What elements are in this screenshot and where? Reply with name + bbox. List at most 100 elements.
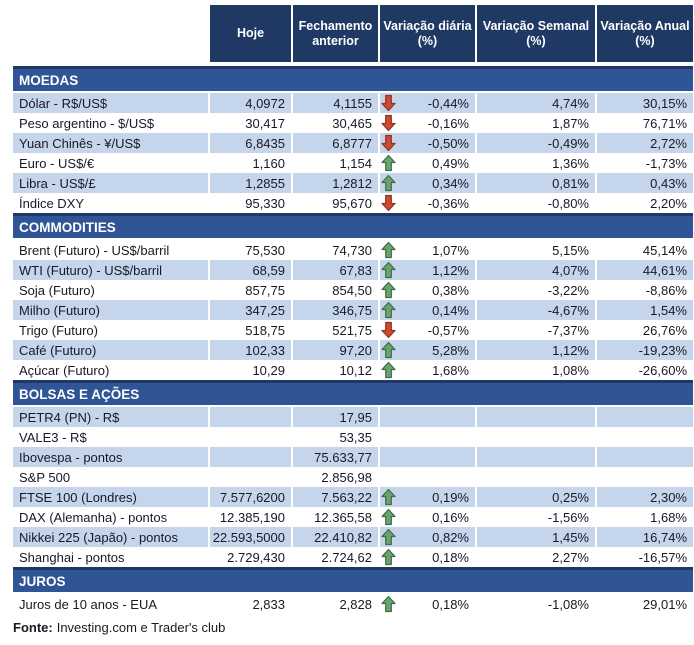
hoje-cell: 1,2855 — [210, 173, 293, 193]
variacao-diaria-cell: 0,34% — [380, 173, 477, 193]
column-header-variacao-anual: Variação Anual (%) — [597, 5, 693, 62]
column-header-fechamento: Fechamento anterior — [293, 5, 380, 62]
fechamento-anterior-cell-value: 67,83 — [339, 262, 372, 278]
row-label-cell-value: Dólar - R$/US$ — [19, 95, 108, 111]
row-label-cell-value: PETR4 (PN) - R$ — [19, 409, 120, 425]
table-row: DAX (Alemanha) - pontos 12.385,190 12.365,… — [13, 507, 693, 527]
row-label-cell-value: S&P 500 — [19, 469, 71, 485]
variacao-diaria-cell-value: 0,18% — [432, 596, 469, 612]
variacao-diaria-cell: -0,44% — [380, 93, 477, 113]
fechamento-anterior-cell: 17,95 — [293, 407, 380, 427]
variacao-anual-cell-value: -8,86% — [645, 282, 687, 298]
row-label-cell: Shanghai - pontos — [13, 547, 210, 567]
variacao-semanal-cell: -1,08% — [477, 594, 597, 614]
variacao-semanal-cell: 0,25% — [477, 487, 597, 507]
up-arrow-icon — [381, 488, 396, 506]
row-label-cell: Café (Futuro) — [13, 340, 210, 360]
row-label-cell: Trigo (Futuro) — [13, 320, 210, 340]
variacao-semanal-cell: 4,07% — [477, 260, 597, 280]
variacao-diaria-cell: 0,16% — [380, 507, 477, 527]
hoje-cell-value: 2.729,430 — [227, 549, 285, 565]
variacao-anual-cell-value: 76,71% — [642, 115, 687, 131]
row-label-cell: FTSE 100 (Londres) — [13, 487, 210, 507]
variacao-anual-cell-value: 1,54% — [650, 302, 687, 318]
row-label-cell: Libra - US$/£ — [13, 173, 210, 193]
fechamento-anterior-cell: 95,670 — [293, 193, 380, 213]
hoje-cell: 30,417 — [210, 113, 293, 133]
hoje-cell-value: 10,29 — [252, 362, 285, 378]
variacao-semanal-cell-value: -7,37% — [547, 322, 589, 338]
variacao-anual-cell: -8,86% — [597, 280, 693, 300]
variacao-anual-cell: 2,72% — [597, 133, 693, 153]
variacao-diaria-cell-value: -0,44% — [427, 95, 469, 111]
row-label-cell-value: Café (Futuro) — [19, 342, 97, 358]
fechamento-anterior-cell: 53,35 — [293, 427, 380, 447]
row-label-cell: VALE3 - R$ — [13, 427, 210, 447]
fechamento-anterior-cell-value: 12.365,58 — [314, 509, 372, 525]
section-title: BOLSAS E AÇÕES — [19, 386, 140, 402]
variacao-anual-cell — [597, 447, 693, 467]
hoje-cell-value: 2,833 — [252, 596, 285, 612]
row-label-cell-value: Milho (Futuro) — [19, 302, 100, 318]
variacao-semanal-cell-value: 4,07% — [552, 262, 589, 278]
variacao-diaria-cell-value: -0,16% — [427, 115, 469, 131]
variacao-anual-cell: 26,76% — [597, 320, 693, 340]
fechamento-anterior-cell: 854,50 — [293, 280, 380, 300]
row-label-cell: Açúcar (Futuro) — [13, 360, 210, 380]
variacao-anual-cell: 2,20% — [597, 193, 693, 213]
row-label-cell-value: FTSE 100 (Londres) — [19, 489, 137, 505]
fechamento-anterior-cell-value: 854,50 — [332, 282, 372, 298]
section-header-moedas: MOEDAS — [13, 66, 693, 91]
fechamento-anterior-cell-value: 1,2812 — [332, 175, 372, 191]
row-label-cell-value: Yuan Chinês - ¥/US$ — [19, 135, 141, 151]
fechamento-anterior-cell-value: 346,75 — [332, 302, 372, 318]
hoje-cell — [210, 407, 293, 427]
variacao-anual-cell — [597, 407, 693, 427]
fechamento-anterior-cell-value: 95,670 — [332, 195, 372, 211]
fechamento-anterior-cell-value: 75.633,77 — [314, 449, 372, 465]
table-row: Libra - US$/£ 1,2855 1,2812 0,34% 0,81% 0,43% — [13, 173, 693, 193]
fechamento-anterior-cell-value: 17,95 — [339, 409, 372, 425]
variacao-semanal-cell-value: 1,12% — [552, 342, 589, 358]
variacao-semanal-cell: 1,12% — [477, 340, 597, 360]
variacao-anual-cell: 1,68% — [597, 507, 693, 527]
variacao-diaria-cell-value: 5,28% — [432, 342, 469, 358]
fechamento-anterior-cell: 1,154 — [293, 153, 380, 173]
variacao-diaria-cell: 5,28% — [380, 340, 477, 360]
up-arrow-icon — [381, 241, 396, 259]
variacao-diaria-cell: 0,18% — [380, 594, 477, 614]
variacao-anual-cell-value: 2,20% — [650, 195, 687, 211]
variacao-diaria-cell: -0,50% — [380, 133, 477, 153]
variacao-diaria-cell: 1,07% — [380, 240, 477, 260]
variacao-anual-cell-value: 2,30% — [650, 489, 687, 505]
row-label-cell: Peso argentino - $/US$ — [13, 113, 210, 133]
variacao-anual-cell: 29,01% — [597, 594, 693, 614]
variacao-semanal-cell-value: 2,27% — [552, 549, 589, 565]
table-row: Açúcar (Futuro) 10,29 10,12 1,68% 1,08% -26,6… — [13, 360, 693, 380]
up-arrow-icon — [381, 508, 396, 526]
row-label-cell-value: Peso argentino - $/US$ — [19, 115, 155, 131]
fechamento-anterior-cell: 22.410,82 — [293, 527, 380, 547]
row-label-cell: Milho (Futuro) — [13, 300, 210, 320]
table-row: Peso argentino - $/US$ 30,417 30,465 -0,16%… — [13, 113, 693, 133]
variacao-semanal-cell-value: -0,80% — [547, 195, 589, 211]
variacao-diaria-cell — [380, 467, 477, 487]
fechamento-anterior-cell-value: 97,20 — [339, 342, 372, 358]
variacao-semanal-cell: -1,56% — [477, 507, 597, 527]
down-arrow-icon — [381, 134, 396, 152]
row-label-cell-value: Soja (Futuro) — [19, 282, 95, 298]
variacao-anual-cell: 45,14% — [597, 240, 693, 260]
variacao-anual-cell-value: -1,73% — [645, 155, 687, 171]
variacao-diaria-cell-value: 0,16% — [432, 509, 469, 525]
row-label-cell-value: Euro - US$/€ — [19, 155, 95, 171]
variacao-diaria-cell: 0,14% — [380, 300, 477, 320]
variacao-diaria-cell-value: -0,57% — [427, 322, 469, 338]
fechamento-anterior-cell-value: 1,154 — [339, 155, 372, 171]
section-header-bolsas-e-a-es: BOLSAS E AÇÕES — [13, 380, 693, 405]
variacao-semanal-cell: 0,81% — [477, 173, 597, 193]
fechamento-anterior-cell: 2,828 — [293, 594, 380, 614]
variacao-anual-cell: -1,73% — [597, 153, 693, 173]
fechamento-anterior-cell: 10,12 — [293, 360, 380, 380]
hoje-cell: 2,833 — [210, 594, 293, 614]
variacao-diaria-cell-value: 1,12% — [432, 262, 469, 278]
